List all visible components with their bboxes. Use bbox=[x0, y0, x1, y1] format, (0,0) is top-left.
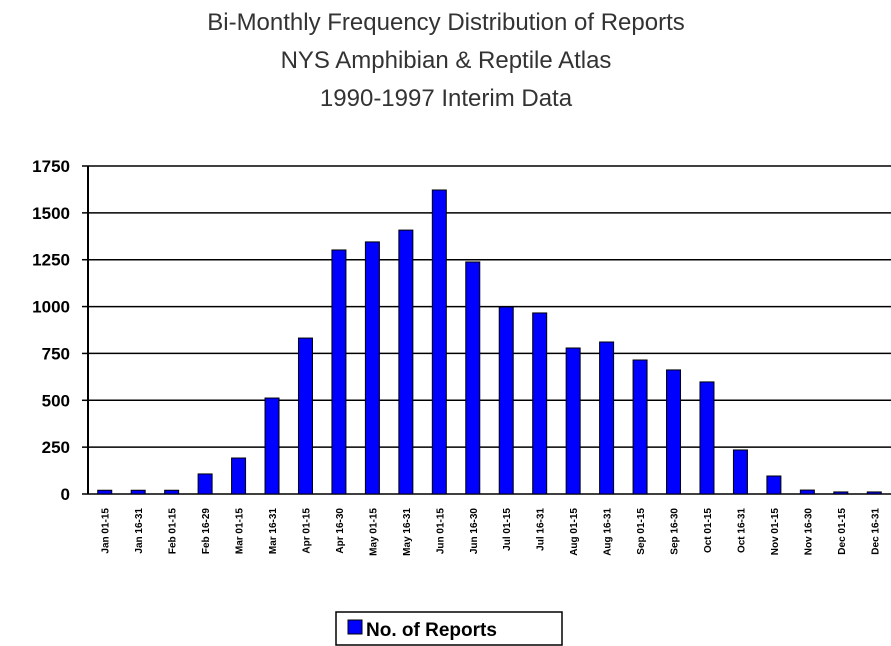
x-tick-label: Nov 16-30 bbox=[803, 508, 814, 556]
bar bbox=[732, 449, 748, 495]
y-tick-label: 1250 bbox=[32, 251, 70, 270]
legend-box bbox=[335, 611, 563, 646]
legend: No. of Reports bbox=[335, 611, 563, 646]
x-tick-label: Jun 16-30 bbox=[469, 508, 480, 555]
x-tick-label: Apr 16-30 bbox=[335, 508, 346, 554]
x-tick-label: Sep 01-15 bbox=[636, 508, 647, 555]
x-tick-label: Oct 01-15 bbox=[703, 508, 714, 553]
bar bbox=[231, 457, 247, 495]
x-tick-label: May 16-31 bbox=[402, 508, 413, 556]
x-tick-label: Feb 01-15 bbox=[168, 508, 179, 555]
bar bbox=[164, 489, 180, 495]
bar bbox=[398, 229, 414, 495]
y-tick-label: 250 bbox=[42, 438, 70, 457]
x-tick-label: Apr 01-15 bbox=[301, 508, 312, 554]
y-tick-label: 1750 bbox=[32, 157, 70, 176]
y-tick-label: 750 bbox=[42, 344, 70, 363]
chart-subtitle: NYS Amphibian & Reptile Atlas bbox=[281, 47, 612, 74]
bar bbox=[799, 489, 815, 495]
x-tick-label: Feb 16-29 bbox=[201, 508, 212, 555]
chart-title: Bi-Monthly Frequency Distribution of Rep… bbox=[207, 9, 685, 36]
bar bbox=[532, 312, 548, 495]
y-tick-label: 1000 bbox=[32, 298, 70, 317]
x-tick-label: Nov 01-15 bbox=[770, 508, 781, 556]
y-tick-label: 500 bbox=[42, 391, 70, 410]
bar bbox=[431, 189, 447, 495]
bar bbox=[498, 306, 514, 495]
legend-label: No. of Reports bbox=[366, 620, 497, 641]
x-tick-label: Mar 01-15 bbox=[235, 508, 246, 555]
bar bbox=[197, 473, 213, 495]
bar bbox=[130, 489, 146, 495]
x-tick-label: Dec 01-15 bbox=[837, 508, 848, 555]
x-tick-label: May 01-15 bbox=[368, 508, 379, 556]
x-tick-label: Jul 01-15 bbox=[502, 508, 513, 551]
x-tick-label: Jun 01-15 bbox=[435, 508, 446, 555]
bar bbox=[866, 491, 882, 495]
bar bbox=[364, 241, 380, 495]
bar bbox=[565, 347, 581, 495]
x-tick-label: Jan 16-31 bbox=[134, 508, 145, 554]
x-tick-label: Jul 16-31 bbox=[536, 508, 547, 551]
x-tick-label: Sep 16-30 bbox=[670, 508, 681, 555]
bar bbox=[331, 249, 347, 495]
bar bbox=[632, 359, 648, 495]
bar bbox=[97, 489, 113, 495]
legend-swatch bbox=[347, 619, 363, 635]
x-tick-label: Jan 01-15 bbox=[101, 508, 112, 554]
y-tick-label: 0 bbox=[61, 485, 70, 504]
bar bbox=[264, 397, 280, 495]
x-tick-label: Mar 16-31 bbox=[268, 508, 279, 555]
bar bbox=[766, 475, 782, 495]
bar bbox=[666, 369, 682, 495]
y-tick-label: 1500 bbox=[32, 204, 70, 223]
x-tick-label: Oct 16-31 bbox=[736, 508, 747, 553]
bar bbox=[465, 261, 481, 495]
x-tick-label: Aug 16-31 bbox=[603, 508, 614, 556]
bar bbox=[599, 341, 615, 495]
x-tick-label: Aug 01-15 bbox=[569, 508, 580, 556]
bar bbox=[297, 337, 313, 495]
x-tick-label: Dec 16-31 bbox=[870, 508, 881, 555]
bar bbox=[833, 491, 849, 495]
chart-subtitle: 1990-1997 Interim Data bbox=[320, 85, 573, 112]
bar bbox=[699, 381, 715, 495]
